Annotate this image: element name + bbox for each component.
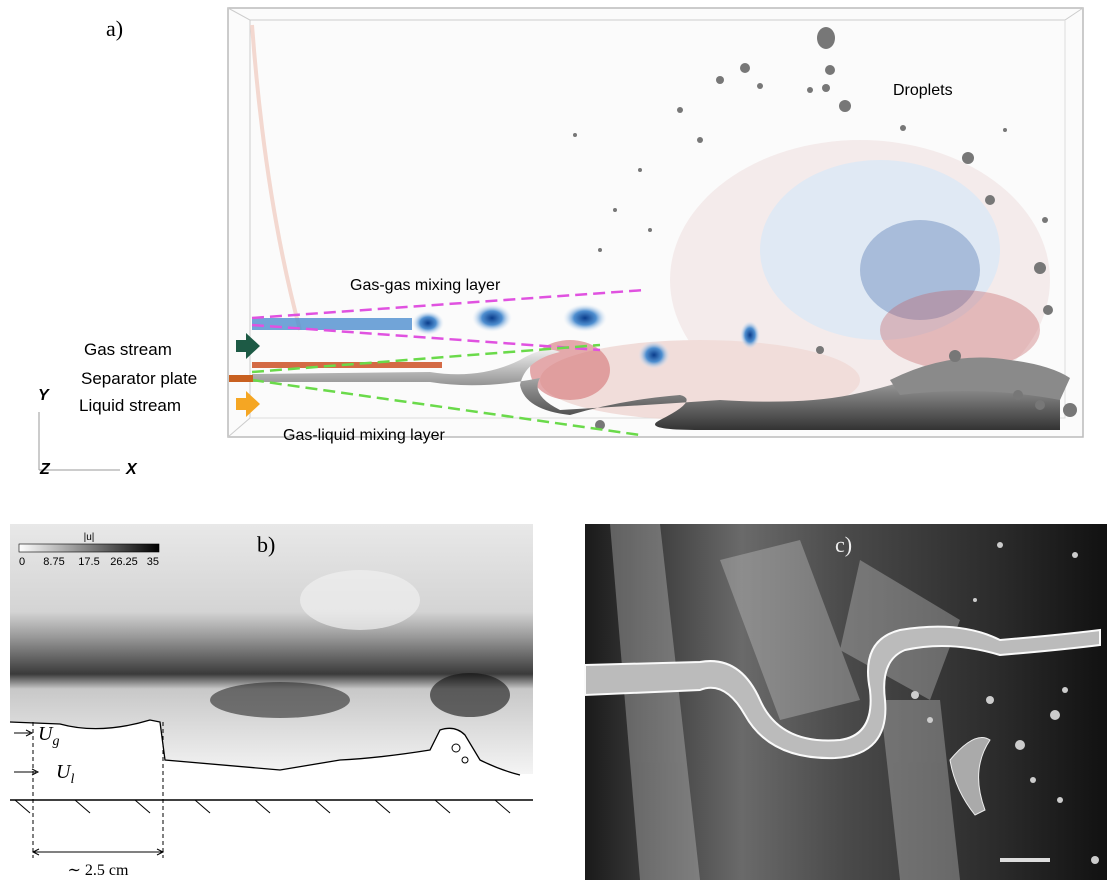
axis-label: X bbox=[125, 461, 138, 478]
subscript: l bbox=[70, 772, 74, 787]
mixing-boundary bbox=[251, 288, 646, 320]
inlet-label: Gas stream bbox=[84, 340, 172, 359]
symbol: U bbox=[38, 723, 54, 745]
vortex bbox=[638, 341, 670, 369]
scale-label: ∼ 2.5 cm bbox=[68, 862, 130, 879]
panel-label: c) bbox=[835, 532, 852, 557]
axis-label: Z bbox=[39, 461, 51, 478]
field-patch bbox=[430, 673, 510, 717]
box-edge bbox=[227, 7, 251, 438]
liquid-jet bbox=[584, 625, 1101, 760]
liquid-sheet bbox=[890, 357, 1070, 400]
colorbar-tick-label: 35 bbox=[147, 556, 159, 568]
colorbar-tick-label: 17.5 bbox=[78, 556, 99, 568]
colorbar-title: |u| bbox=[84, 532, 95, 543]
panel-a: a) bbox=[38, 7, 1084, 478]
mixing-boundary bbox=[251, 323, 601, 352]
droplets bbox=[911, 542, 1099, 864]
inlet-label: Liquid stream bbox=[79, 396, 181, 415]
arrow bbox=[31, 768, 40, 776]
interface-contour bbox=[9, 719, 521, 776]
panel-b: |u| 0 8.75 17.5 26.25 35 b) Ug Ul ∼ 2.5 cm bbox=[9, 524, 533, 879]
field-patch bbox=[210, 682, 350, 718]
mixing-boundary bbox=[251, 343, 601, 374]
annotation: Gas-liquid mixing layer bbox=[283, 427, 446, 444]
symbol: U bbox=[56, 761, 72, 783]
liquid-region bbox=[10, 720, 533, 800]
colorbar-tick-label: 26.25 bbox=[110, 556, 138, 568]
colorbar bbox=[18, 543, 160, 553]
panel-label: b) bbox=[257, 532, 275, 557]
vortex bbox=[472, 304, 512, 332]
subscript: g bbox=[52, 734, 59, 749]
vortex bbox=[412, 311, 444, 335]
field-patch bbox=[300, 570, 420, 630]
interface-contour bbox=[451, 743, 461, 753]
panel-label: a) bbox=[106, 16, 123, 41]
streak bbox=[250, 24, 302, 331]
arrow bbox=[25, 729, 34, 737]
photo bbox=[585, 524, 1107, 880]
panel-c: c) bbox=[584, 524, 1107, 880]
arrow bbox=[236, 333, 260, 359]
droplets bbox=[573, 27, 1077, 430]
velocity-label: Ug bbox=[38, 723, 59, 749]
colorbar-tick-label: 8.75 bbox=[43, 556, 64, 568]
liquid-ligament bbox=[949, 737, 991, 816]
gas-jet bbox=[252, 318, 412, 330]
mixing-boundary bbox=[251, 378, 641, 437]
colorbar-tick-label: 0 bbox=[19, 556, 25, 568]
wall-hatch bbox=[14, 799, 511, 814]
axis-label: Y bbox=[38, 387, 50, 404]
velocity-label: Ul bbox=[56, 761, 74, 787]
liquid-surface bbox=[252, 349, 1060, 430]
annotation: Gas-gas mixing layer bbox=[350, 277, 501, 294]
plate bbox=[229, 375, 253, 382]
vortex bbox=[563, 304, 607, 332]
colorbar-ticks: 0 8.75 17.5 26.25 35 bbox=[19, 556, 159, 568]
annotation: Droplets bbox=[893, 82, 953, 99]
inlet-label: Separator plate bbox=[81, 369, 197, 388]
dimension-arrow bbox=[31, 848, 165, 856]
interface-contour bbox=[461, 756, 469, 764]
vortex bbox=[740, 321, 760, 349]
arrow bbox=[236, 391, 260, 417]
